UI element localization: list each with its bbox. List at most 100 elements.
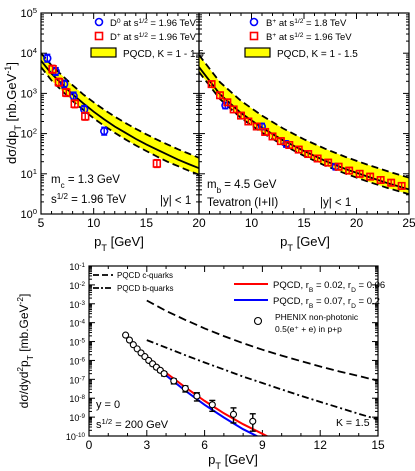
y-axis-label-top-part: [nb.GeV (4, 73, 19, 125)
x-axis-label-right-part: p (280, 234, 287, 249)
data-point (366, 172, 375, 181)
y-tick-label-part: 4 (33, 46, 38, 55)
legend-b18-part: = 1.8 TeV (303, 18, 347, 29)
y-axis-label-top-part: dσ/dp (4, 131, 19, 164)
legend-b196-part: B (266, 32, 272, 43)
data-point (229, 410, 238, 418)
y-tick-label-part: 10 (20, 8, 32, 20)
y-tick-label: 10-1 (69, 262, 85, 273)
y-tick-label-part: 0 (33, 207, 37, 216)
y-tick-label-part: 10 (69, 281, 79, 291)
legend-d0-part: D (110, 18, 117, 29)
axes-box (198, 12, 410, 215)
annotation-mass: mb = 4.5 GeV (207, 179, 277, 195)
data-point (334, 162, 343, 171)
y-tick-label: 10-7 (69, 375, 85, 386)
legend-blue-part: D (351, 303, 356, 310)
data-point (94, 17, 104, 27)
y-tick-label-part: -8 (79, 394, 85, 401)
y-axis-label-bottom-part: p (17, 360, 31, 367)
y-axis-label-bottom: dσ/dyd2pT [mb.GeV-2] (15, 294, 35, 409)
data-point (59, 79, 69, 89)
data-point (208, 401, 216, 409)
data-point (249, 17, 259, 27)
annotation-energy-part: = 200 GeV (112, 419, 169, 431)
annotation-mass-part: m (207, 179, 217, 191)
y-tick-label-part: -1 (79, 262, 85, 269)
y-axis-label-bottom-part: ] (17, 294, 31, 297)
data-point (94, 31, 104, 41)
annotation-y0: y = 0 (96, 399, 120, 411)
x-tick-label: 20 (192, 216, 206, 230)
data-point (54, 77, 64, 87)
y-tick-label-part: -7 (79, 375, 85, 382)
legend-dplus-part: D (110, 32, 117, 43)
y-axis-label-bottom-part: T (25, 355, 35, 360)
legend-b196: B+ at s1/2 = 1.96 TeV (266, 32, 352, 44)
y-tick-label: 10-8 (69, 394, 85, 405)
data-point (285, 141, 294, 150)
data-point (216, 91, 225, 100)
legend-red-part: = 0.02, r (313, 280, 351, 291)
legend-d0-part: 0 (117, 18, 121, 25)
data-point (125, 336, 134, 344)
y-axis-label-bottom-part: [mb.GeV (17, 304, 31, 355)
legend-d0: D0 at s1/2 = 1.96 TeV (110, 18, 197, 30)
data-point (252, 122, 261, 131)
annotation-energy-part: = 1.96 TeV (68, 194, 127, 206)
data-point (397, 181, 406, 190)
legend-phenix-2: 0.5(e⁺ + e) in p+p (275, 324, 342, 334)
y-tick-label-part: 10 (69, 394, 79, 404)
x-axis-label-bottom-part: [GeV] (221, 452, 258, 467)
x-tick-label: 6 (201, 438, 208, 452)
data-point (345, 166, 354, 175)
annotation-k: K = 1.5 (336, 417, 370, 429)
data-point (376, 176, 385, 185)
x-axis-label-bottom-part: T (215, 461, 221, 471)
legend-blue-part: = 0.07, r (313, 296, 351, 307)
legend-b196-part: + (272, 32, 276, 39)
annotation-energy-part: s (51, 194, 57, 206)
y-tick-label-part: 10 (69, 262, 79, 272)
y-tick-label-part: 10 (66, 432, 76, 442)
y-tick-label: 10-4 (69, 318, 85, 329)
y-tick-label: 10-3 (69, 299, 85, 310)
data-point (229, 105, 238, 114)
annotation-mass-part: = 4.5 GeV (221, 179, 277, 191)
x-tick-label: 0 (86, 438, 93, 452)
x-tick-label: 9 (259, 438, 266, 452)
data-point (237, 111, 246, 120)
y-tick-label-part: 1 (33, 166, 37, 175)
legend-pqcd: PQCD, K = 1 - 1.5 (277, 49, 358, 60)
y-tick-label-part: 10 (69, 413, 79, 423)
y-axis-label-bottom-part: dσ/dyd (17, 372, 31, 409)
data-point (122, 331, 130, 339)
legend-marker (253, 316, 263, 326)
annotation-energy: s1/2 = 200 GeV (96, 417, 169, 432)
data-point (160, 370, 168, 378)
x-tick-label: 5 (38, 216, 45, 230)
y-axis-label-top-part: ] (4, 62, 19, 66)
y-tick-label: 10-2 (69, 280, 85, 291)
x-axis-label-right: pT [GeV] (280, 234, 330, 253)
annotation-energy-part: s (96, 419, 102, 431)
x-axis-label-left-part: p (94, 234, 101, 249)
y-axis-label-top-part: T (13, 125, 23, 131)
y-tick-label-part: 10 (69, 375, 79, 385)
y-axis-label-bottom-part: 2 (15, 367, 25, 372)
data-point (244, 117, 253, 126)
x-tick-label: 15 (140, 216, 154, 230)
legend-blue-part: = 0.2 (356, 296, 380, 307)
legend-b196-part: = 1.96 TeV (303, 32, 352, 43)
legend-b196-part: at s (276, 32, 294, 43)
legend-red: PQCD, rB = 0.02, rD = 0.06 (273, 280, 385, 294)
legend-dplus-part: + (117, 32, 121, 39)
y-tick-label: 102 (20, 126, 37, 141)
legend-b18-part: at s (276, 18, 294, 29)
legend-blue: PQCD, rB = 0.07, rD = 0.2 (273, 296, 380, 310)
y-tick-label: 10-10 (66, 432, 86, 443)
y-axis-label-top: dσ/dpT [nb.GeV-1] (3, 62, 23, 164)
legend-dplus-part: = 1.96 TeV (148, 32, 197, 43)
legend-d0-part: at s (121, 18, 139, 29)
